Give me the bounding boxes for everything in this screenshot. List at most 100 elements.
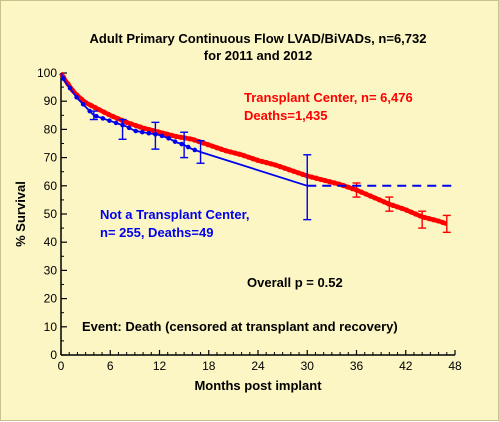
non-transplant-censor-mark <box>107 118 112 123</box>
transplant-censor-mark <box>164 131 170 137</box>
transplant-censor-mark <box>381 199 387 205</box>
transplant-censor-mark <box>245 154 252 160</box>
transplant-censor-mark <box>241 153 247 159</box>
x-tick-label: 18 <box>202 359 216 373</box>
transplant-censor-mark <box>372 195 378 201</box>
transplant-censor-mark <box>322 177 328 184</box>
non-transplant-censor-mark <box>80 102 86 107</box>
transplant-censor-mark <box>232 150 238 156</box>
transplant-censor-mark <box>259 158 265 165</box>
transplant-censor-mark <box>268 161 274 167</box>
transplant-censor-mark <box>367 193 374 199</box>
y-tick-label: 50 <box>44 207 58 221</box>
transplant-censor-mark <box>417 213 423 219</box>
y-tick-label: 70 <box>44 151 58 165</box>
transplant-censor-mark <box>413 211 419 217</box>
transplant-censor-mark <box>101 109 107 115</box>
y-tick-label: 40 <box>44 235 58 249</box>
non-transplant-censor-mark <box>87 108 93 114</box>
transplant-censor-mark <box>390 202 396 208</box>
transplant-censor-mark <box>214 145 220 151</box>
transplant-censor-mark <box>250 156 256 162</box>
series-non-transplant-center <box>60 72 455 221</box>
y-tick-label: 10 <box>44 320 58 334</box>
transplant-censor-mark <box>96 107 103 113</box>
x-tick-label: 12 <box>153 359 167 373</box>
transplant-censor-mark <box>309 174 315 180</box>
transplant-censor-mark <box>376 197 383 203</box>
transplant-censor-mark <box>300 171 306 177</box>
transplant-censor-mark <box>385 201 392 207</box>
transplant-censor-mark <box>363 191 369 197</box>
transplant-censor-mark <box>133 122 139 129</box>
transplant-censor-mark <box>403 207 410 213</box>
transplant-censor-mark <box>191 137 197 143</box>
transplant-censor-mark <box>254 157 261 163</box>
transplant-censor-mark <box>205 142 211 148</box>
non-transplant-censor-mark <box>166 135 171 141</box>
transplant-censor-mark <box>408 209 414 215</box>
non-transplant-censor-mark <box>61 76 66 81</box>
y-tick-label: 90 <box>44 94 58 108</box>
non-transplant-censor-mark <box>192 147 198 153</box>
transplant-censor-mark <box>124 119 130 125</box>
x-axis-label: Months post implant <box>194 378 322 393</box>
transplant-censor-mark <box>209 143 216 149</box>
transplant-censor-mark <box>349 186 355 192</box>
transplant-censor-mark <box>173 133 179 140</box>
chart-title-line1: Adult Primary Continuous Flow LVAD/BiVAD… <box>90 31 427 46</box>
transplant-censor-mark <box>273 162 279 168</box>
transplant-censor-mark <box>227 149 234 155</box>
x-tick-label: 0 <box>58 359 65 373</box>
transplant-censor-mark <box>87 102 94 108</box>
transplant-censor-mark <box>435 218 441 224</box>
x-tick-label: 6 <box>107 359 114 373</box>
transplant-censor-mark <box>223 148 229 154</box>
non-transplant-censor-mark <box>126 125 132 131</box>
transplant-censor-mark <box>110 113 116 120</box>
transplant-censor-mark <box>142 125 148 132</box>
x-tick-label: 42 <box>399 359 413 373</box>
transplant-censor-mark <box>327 179 333 185</box>
transplant-censor-mark <box>286 167 292 173</box>
transplant-censor-mark <box>426 216 432 222</box>
non-transplant-censor-mark <box>133 128 138 134</box>
non-transplant-censor-mark <box>172 139 178 144</box>
transplant-censor-mark <box>137 124 143 130</box>
y-axis-label: % Survival <box>13 181 28 247</box>
y-tick-label: 60 <box>44 179 58 193</box>
non-transplant-censor-mark <box>113 120 119 126</box>
non-transplant-censor-mark <box>139 129 145 135</box>
transplant-censor-mark <box>313 175 319 181</box>
x-tick-label: 24 <box>251 359 265 373</box>
y-tick-label: 20 <box>44 292 58 306</box>
x-tick-label: 48 <box>448 359 462 373</box>
p-value-annotation: Overall p = 0.52 <box>247 275 343 290</box>
x-tick-label: 30 <box>301 359 315 373</box>
transplant-censor-mark <box>358 189 365 195</box>
x-tick-label: 36 <box>350 359 364 373</box>
non-transplant-censor-mark <box>159 133 165 139</box>
non-transplant-censor-mark <box>74 94 79 100</box>
transplant-censor-mark <box>264 160 270 166</box>
non-transplant-censor-mark <box>185 144 191 150</box>
transplant-censor-mark <box>422 214 428 221</box>
transplant-censor-mark <box>394 204 401 210</box>
non-transplant-censor-mark <box>100 116 106 121</box>
chart-title-line2: for 2011 and 2012 <box>204 48 312 63</box>
non-transplant-censor-mark <box>179 141 184 147</box>
transplant-censor-mark <box>399 205 405 212</box>
legend-non-transplant-line2: n= 255, Deaths=49 <box>100 225 213 240</box>
y-tick-label: 30 <box>44 263 58 277</box>
y-ticks: 0 10 20 30 40 50 60 70 80 90 100 <box>37 66 67 362</box>
y-tick-label: 100 <box>37 66 57 80</box>
transplant-censor-mark <box>236 151 243 157</box>
transplant-censor-mark <box>345 184 351 190</box>
legend-transplant-line1: Transplant Center, n= 6,476 <box>244 90 413 105</box>
x-ticks: 0 6 12 18 24 30 36 42 48 <box>58 350 462 373</box>
transplant-censor-mark <box>291 168 297 174</box>
transplant-censor-mark <box>187 136 193 142</box>
transplant-censor-mark <box>92 104 98 111</box>
non-transplant-censor-mark <box>93 113 99 119</box>
transplant-censor-mark <box>318 176 324 183</box>
